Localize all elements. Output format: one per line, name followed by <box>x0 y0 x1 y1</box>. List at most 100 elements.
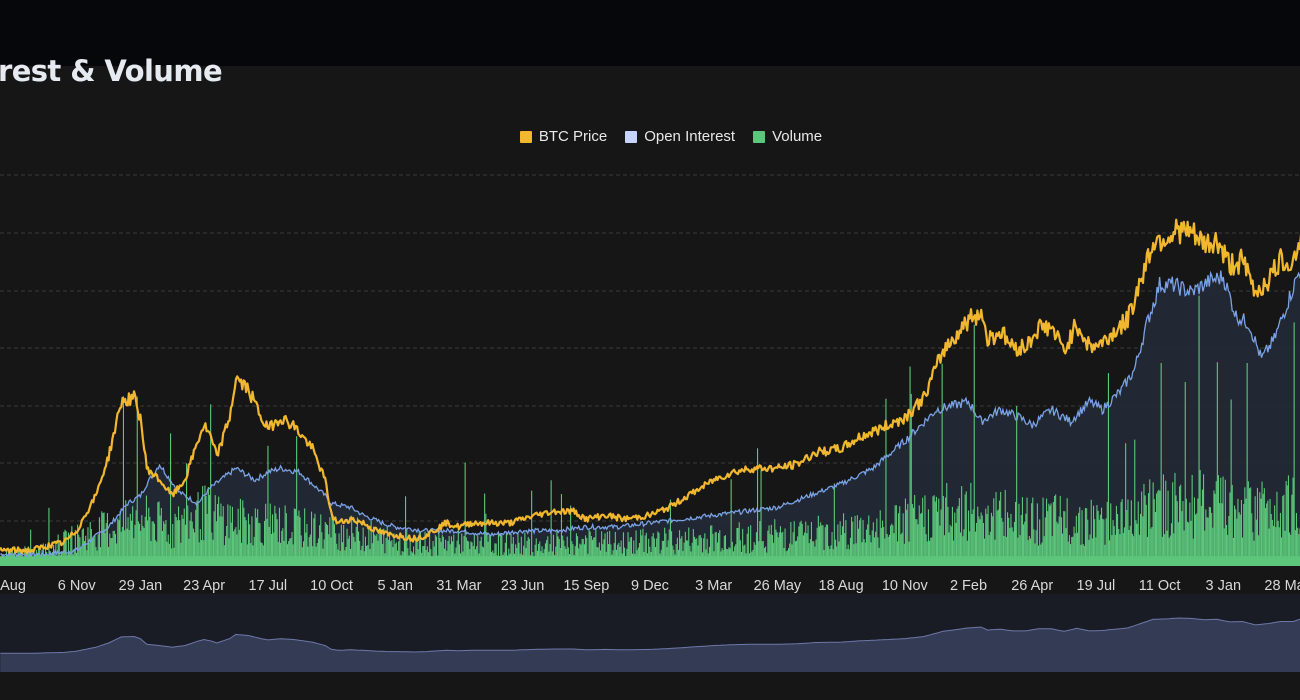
volume-bar <box>535 538 537 566</box>
volume-bar <box>642 528 644 566</box>
volume-bar <box>450 536 452 566</box>
volume-bar <box>1007 512 1009 566</box>
legend-label-open-interest: Open Interest <box>644 128 736 145</box>
volume-bar <box>1001 518 1003 566</box>
volume-bar <box>1126 510 1128 566</box>
volume-bar <box>820 522 822 566</box>
volume-bar <box>159 515 161 566</box>
volume-bar <box>436 536 438 566</box>
volume-bar <box>111 538 113 566</box>
volume-bar <box>1073 526 1075 566</box>
volume-bar <box>338 533 340 566</box>
volume-bar <box>1020 515 1022 566</box>
volume-bar <box>132 506 134 566</box>
volume-bar <box>902 513 904 566</box>
volume-bar <box>1089 534 1091 566</box>
volume-bar <box>1043 536 1045 566</box>
volume-bar <box>972 509 974 566</box>
volume-bar <box>1134 439 1136 566</box>
volume-bar <box>1046 498 1048 566</box>
legend-item-volume[interactable]: Volume <box>753 128 822 145</box>
volume-bar <box>653 538 655 566</box>
volume-bar <box>900 534 902 566</box>
volume-bar <box>192 528 194 566</box>
volume-bar <box>151 521 153 566</box>
legend-item-btc-price[interactable]: BTC Price <box>519 128 607 145</box>
volume-bar <box>736 528 738 566</box>
volume-bar <box>1023 524 1025 566</box>
legend-swatch-open-interest <box>625 130 638 143</box>
volume-bar <box>570 505 572 566</box>
volume-bar <box>250 543 252 566</box>
x-tick-label: 9 Dec <box>631 578 669 594</box>
volume-bar <box>239 498 241 566</box>
volume-bar <box>1010 513 1012 566</box>
volume-bar <box>164 523 166 566</box>
volume-bar <box>1115 505 1117 566</box>
volume-bar <box>374 534 376 566</box>
navigator[interactable] <box>0 594 1300 672</box>
volume-bar <box>289 538 291 566</box>
volume-bar <box>1270 514 1272 566</box>
legend-swatch-btc-price <box>519 130 532 143</box>
legend-item-open-interest[interactable]: Open Interest <box>625 128 735 145</box>
volume-bar <box>970 482 972 566</box>
volume-bar <box>1253 540 1255 566</box>
volume-bar <box>500 533 502 566</box>
volume-bar <box>113 530 115 566</box>
volume-bar <box>389 532 391 566</box>
volume-bar <box>293 508 295 566</box>
volume-bar <box>1188 522 1190 566</box>
volume-bar <box>1289 532 1291 566</box>
volume-bar <box>1148 493 1150 566</box>
volume-bar <box>1169 535 1171 566</box>
volume-bar <box>669 499 671 566</box>
volume-bar <box>791 544 793 566</box>
volume-bar <box>1145 504 1147 566</box>
volume-bar <box>793 521 795 566</box>
volume-bar <box>270 533 272 566</box>
volume-bar <box>1066 498 1068 566</box>
volume-bar <box>1174 472 1176 566</box>
volume-bar <box>358 531 360 566</box>
volume-bar <box>70 535 72 566</box>
volume-bar <box>1025 513 1027 566</box>
volume-bar <box>628 541 630 566</box>
volume-bar <box>81 529 83 566</box>
volume-bar <box>1245 498 1247 566</box>
volume-bar <box>1088 539 1090 566</box>
volume-bar <box>1250 487 1252 566</box>
volume-bar <box>874 537 876 566</box>
volume-bar <box>325 523 327 566</box>
volume-bar <box>405 496 407 566</box>
volume-bar <box>432 541 434 566</box>
volume-bar <box>922 497 924 566</box>
volume-bar <box>816 527 818 566</box>
volume-bar <box>861 542 863 566</box>
volume-bar <box>679 530 681 566</box>
volume-bar <box>797 536 799 566</box>
volume-bar <box>463 535 465 566</box>
volume-bar <box>863 539 865 566</box>
volume-bar <box>589 531 591 566</box>
volume-bar <box>1132 533 1134 566</box>
volume-bar <box>871 530 873 566</box>
volume-bar <box>805 521 807 566</box>
volume-bar <box>222 506 224 566</box>
volume-bar <box>306 524 308 566</box>
volume-bar <box>152 521 154 566</box>
volume-bar <box>997 509 999 566</box>
volume-bar <box>24 546 26 566</box>
volume-bar <box>343 524 345 566</box>
volume-bar <box>801 523 803 566</box>
volume-bar <box>464 462 466 566</box>
volume-bar <box>627 532 629 566</box>
volume-bar <box>580 544 582 566</box>
volume-bar <box>210 404 212 566</box>
volume-bar <box>511 543 513 566</box>
volume-bar <box>144 516 146 566</box>
volume-bar <box>449 544 451 566</box>
open-interest-area <box>0 270 1300 566</box>
volume-bar <box>547 536 549 566</box>
volume-bar <box>415 538 417 566</box>
